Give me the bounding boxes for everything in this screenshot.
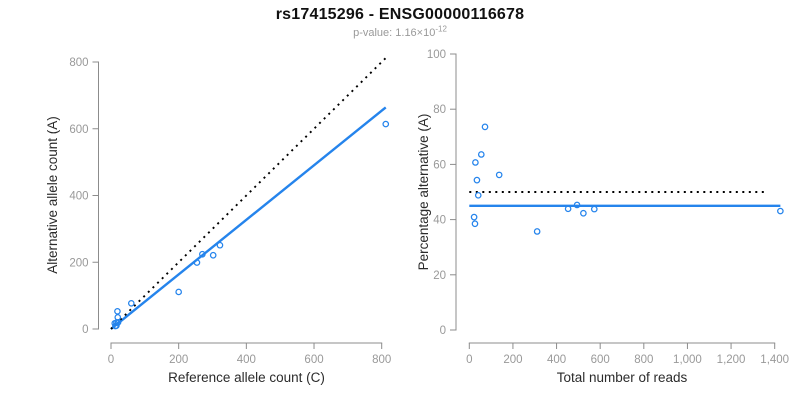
- data-point: [382, 120, 390, 128]
- x-tick-label: 800: [372, 354, 391, 366]
- data-point: [470, 213, 478, 221]
- x-tick-label: 200: [503, 354, 522, 366]
- data-point: [216, 241, 224, 249]
- x-tick-label: 800: [634, 354, 653, 366]
- x-tick-label: 600: [591, 354, 610, 366]
- x-axis-title: Reference allele count (C): [168, 370, 325, 385]
- y-axis-title: Alternative allele count (A): [45, 116, 60, 274]
- x-tick-label: 1,200: [717, 354, 746, 366]
- y-tick-label: 40: [433, 215, 446, 227]
- percentage-scatter: 0 20 40 60 80 100 0 200 400 600 800 1,000 1,200 1,400…: [416, 49, 789, 385]
- x-tick-label: 0: [466, 354, 472, 366]
- y-tick-label: 800: [69, 57, 88, 69]
- data-point: [495, 171, 503, 179]
- data-point: [580, 209, 587, 217]
- y-tick-label: 600: [69, 124, 88, 136]
- allele-counts-scatter: 0 200 400 600 800 0 200 400 600 800 Reference alle…: [45, 57, 391, 385]
- fitted-line: [110, 106, 387, 330]
- data-point: [127, 299, 135, 307]
- data-point: [473, 176, 481, 184]
- data-point: [193, 259, 201, 266]
- figure-subtitle: p-value: 1.16×10-12: [0, 24, 800, 39]
- y-tick-label: 20: [433, 270, 446, 282]
- y-tick-label: 0: [82, 324, 88, 336]
- x-tick-label: 200: [169, 354, 188, 366]
- y-tick-label: 80: [433, 104, 446, 116]
- p-value-text: p-value: 1.16×10: [353, 27, 436, 39]
- data-point: [199, 250, 206, 258]
- y-tick-label: 100: [427, 49, 446, 61]
- x-tick-label: 600: [304, 354, 323, 366]
- y-tick-label: 60: [433, 159, 446, 171]
- data-point: [533, 228, 541, 235]
- data-point: [471, 220, 479, 228]
- data-point: [477, 151, 485, 158]
- data-point: [175, 288, 182, 296]
- y-tick-label: 0: [440, 325, 446, 337]
- data-point: [777, 207, 784, 215]
- data-point: [209, 251, 217, 259]
- figure-title: rs17415296 - ENSG00000116678: [275, 6, 525, 23]
- data-point: [474, 191, 482, 199]
- data-point: [564, 205, 572, 213]
- data-point: [114, 307, 121, 315]
- x-tick-label: 400: [237, 354, 256, 366]
- data-point: [481, 123, 489, 131]
- x-axis-title: Total number of reads: [557, 370, 688, 385]
- identity-line: [110, 57, 387, 330]
- x-tick-label: 1,000: [673, 354, 702, 366]
- y-tick-label: 400: [69, 191, 88, 203]
- x-tick-label: 0: [108, 354, 114, 366]
- data-point: [472, 159, 479, 166]
- y-axis-title: Percentage alternative (A): [416, 114, 431, 271]
- x-tick-label: 1,400: [760, 354, 789, 366]
- x-tick-label: 400: [547, 354, 566, 366]
- p-value-exponent: -12: [435, 24, 447, 34]
- data-point: [590, 205, 598, 213]
- y-tick-label: 200: [69, 257, 88, 269]
- data-point: [573, 201, 581, 209]
